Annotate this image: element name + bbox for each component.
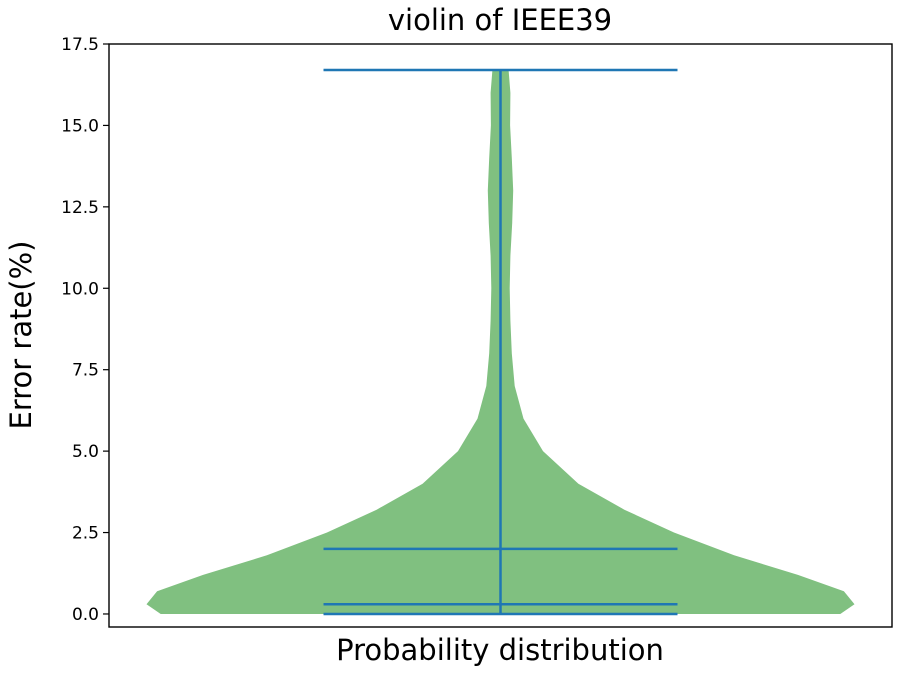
chart-title: violin of IEEE39 — [388, 3, 612, 37]
y-tick-label: 12.5 — [61, 198, 99, 218]
y-tick-label: 10.0 — [61, 279, 99, 299]
plot-frame — [108, 43, 893, 628]
y-axis: 0.0 2.5 5.0 7.5 10.0 12.5 15.0 17.5 — [61, 35, 109, 625]
y-axis-label: Error rate(%) — [4, 241, 38, 430]
y-tick-label: 17.5 — [61, 35, 99, 55]
y-tick-label: 15.0 — [61, 116, 99, 136]
y-tick-label: 7.5 — [72, 361, 99, 381]
x-axis-label: Probability distribution — [336, 633, 664, 667]
y-tick-label: 0.0 — [72, 605, 99, 625]
y-tick-label: 2.5 — [72, 524, 99, 544]
y-tick-label: 5.0 — [72, 442, 99, 462]
violin-layer — [146, 68, 855, 616]
